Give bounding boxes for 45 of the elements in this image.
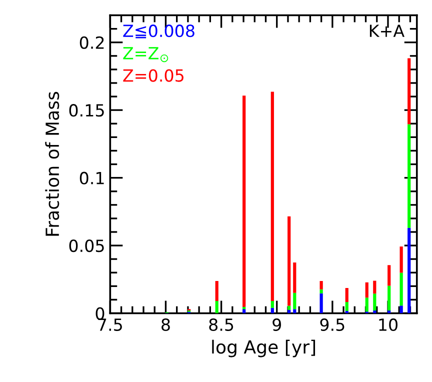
annotation: K+A [370, 24, 404, 37]
bar [388, 265, 391, 286]
text: Z=0.05 [123, 69, 184, 82]
x-tick-label: 8 [162, 318, 170, 331]
bar [270, 308, 274, 314]
text: Z≦0.008 [123, 24, 194, 38]
bar [408, 58, 411, 124]
bar [365, 298, 368, 312]
x-tick-label: 7.5 [98, 318, 122, 331]
x-tick-label: 8.5 [209, 318, 234, 331]
y-tick-label: 0.2 [80, 36, 104, 49]
bar [215, 301, 218, 314]
bar [293, 292, 296, 310]
bar [215, 281, 218, 302]
bar [288, 216, 291, 306]
x-tick-label: 9 [272, 318, 281, 331]
bar [345, 288, 348, 302]
bar [288, 306, 291, 310]
bar [408, 124, 411, 228]
bar [400, 306, 403, 314]
bar [270, 301, 274, 308]
bar [242, 96, 246, 307]
x-tick-label: 10 [379, 318, 398, 331]
bar [293, 262, 296, 293]
bar [320, 289, 323, 294]
y-axis-title: Fraction of Mass [45, 92, 60, 236]
y-tick-label: 0.1 [80, 172, 104, 184]
y-tick-label: 0.15 [69, 104, 104, 117]
x-tick-label: 9.5 [320, 318, 344, 331]
bar [408, 228, 411, 314]
bar [388, 286, 391, 311]
x-axis-title: log Age [yr] [212, 340, 316, 358]
bar [242, 309, 246, 314]
bar [345, 302, 348, 311]
bar [320, 281, 323, 290]
y-tick-label: 0.05 [69, 239, 104, 252]
bar [373, 294, 376, 311]
text: Z=Z$_{⊙}$ [123, 47, 168, 62]
bar [270, 92, 274, 302]
bar [293, 309, 296, 314]
bar [400, 272, 403, 306]
bar [365, 282, 368, 298]
bar [400, 246, 403, 273]
bar [320, 293, 323, 314]
bar [373, 280, 376, 294]
